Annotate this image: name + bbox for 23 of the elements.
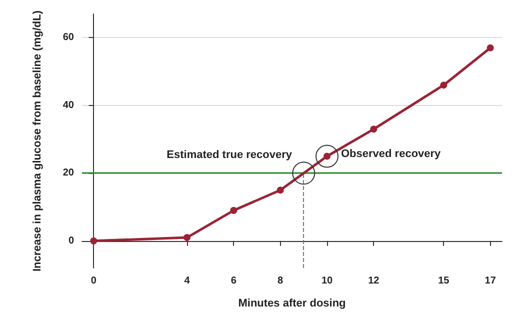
- y-tick-label: 60: [62, 32, 74, 44]
- point: [486, 44, 494, 52]
- point: [230, 206, 238, 214]
- annotation: Estimated true recovery: [166, 149, 292, 162]
- x-tick-label: 6: [230, 276, 237, 286]
- x-tick-label: 10: [321, 276, 333, 286]
- point: [276, 186, 284, 194]
- y-tick-label: 40: [62, 100, 74, 111]
- x-tick-label: 17: [484, 276, 496, 286]
- x-tick-label: 4: [184, 276, 190, 286]
- annotation: Observed recovery: [341, 148, 441, 160]
- y-tick-label: 20: [62, 168, 74, 179]
- x-tick-label: 15: [438, 276, 450, 286]
- x-tick-label: 0: [90, 276, 97, 286]
- x-axis-title: Minutes after dosing: [238, 298, 346, 310]
- point: [90, 237, 98, 244]
- x-tick-label: 12: [368, 276, 380, 286]
- x-tick-label: 8: [278, 276, 284, 286]
- point: [184, 234, 190, 242]
- point: [370, 126, 378, 133]
- y-tick-label: 0: [68, 235, 74, 246]
- point: [440, 82, 448, 89]
- y-axis-title: Increase in plasma glucose from baseline (mg/dL): [32, 10, 44, 272]
